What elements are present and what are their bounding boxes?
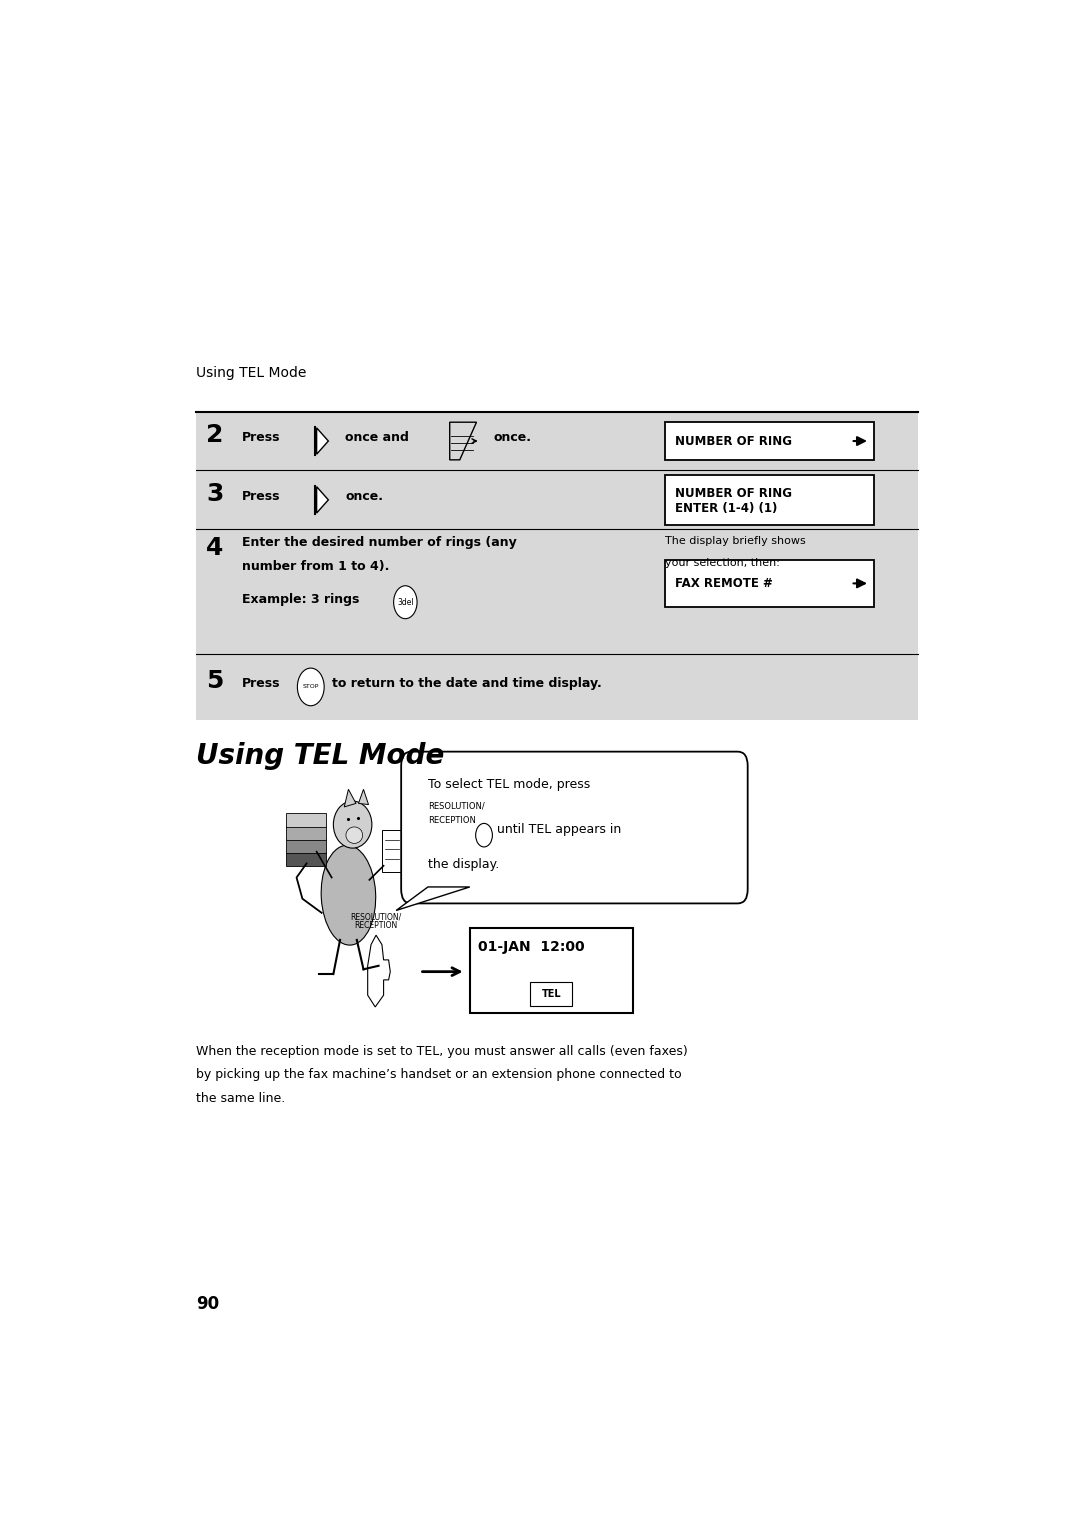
Text: the same line.: the same line. [197, 1091, 285, 1105]
Text: 5: 5 [206, 669, 224, 694]
FancyBboxPatch shape [401, 752, 747, 903]
FancyBboxPatch shape [665, 422, 874, 460]
Text: Press: Press [242, 431, 281, 445]
Text: 4: 4 [206, 536, 224, 561]
Text: until TEL appears in: until TEL appears in [498, 822, 622, 836]
FancyBboxPatch shape [530, 983, 572, 1005]
Text: Example: 3 rings: Example: 3 rings [242, 593, 360, 605]
Text: RESOLUTION/: RESOLUTION/ [350, 912, 402, 921]
FancyBboxPatch shape [665, 475, 874, 524]
Polygon shape [316, 428, 328, 454]
Text: Press: Press [242, 677, 281, 691]
Text: your selection, then:: your selection, then: [665, 558, 780, 567]
Text: TEL: TEL [541, 989, 562, 999]
Ellipse shape [346, 827, 363, 843]
Ellipse shape [334, 801, 372, 848]
Circle shape [393, 585, 417, 619]
Text: RECEPTION: RECEPTION [354, 921, 397, 931]
Text: 3: 3 [206, 481, 224, 506]
Polygon shape [367, 935, 390, 1007]
Text: once.: once. [346, 490, 383, 503]
FancyBboxPatch shape [285, 825, 326, 840]
FancyBboxPatch shape [285, 851, 326, 866]
Text: FAX REMOTE #: FAX REMOTE # [675, 578, 772, 590]
Text: 01-JAN  12:00: 01-JAN 12:00 [478, 940, 584, 953]
Text: When the reception mode is set to TEL, you must answer all calls (even faxes): When the reception mode is set to TEL, y… [197, 1045, 688, 1057]
Text: Using TEL Mode: Using TEL Mode [197, 743, 445, 770]
Text: The display briefly shows: The display briefly shows [665, 536, 806, 547]
Text: RECEPTION: RECEPTION [428, 816, 476, 825]
Text: Press: Press [242, 490, 281, 503]
FancyBboxPatch shape [197, 411, 918, 720]
Text: 90: 90 [197, 1296, 219, 1313]
Circle shape [297, 668, 324, 706]
Text: ENTER (1-4) (1): ENTER (1-4) (1) [675, 503, 778, 515]
Text: 3del: 3del [397, 597, 414, 607]
Text: 2: 2 [206, 423, 224, 448]
FancyBboxPatch shape [285, 839, 326, 853]
Polygon shape [382, 830, 403, 871]
Text: the display.: the display. [428, 857, 499, 871]
Polygon shape [316, 487, 328, 513]
Text: NUMBER OF RING: NUMBER OF RING [675, 487, 792, 500]
Text: once.: once. [494, 431, 531, 445]
Polygon shape [396, 886, 470, 911]
Text: RESOLUTION/: RESOLUTION/ [428, 801, 485, 810]
FancyBboxPatch shape [285, 813, 326, 827]
Text: STOP: STOP [302, 685, 319, 689]
Text: number from 1 to 4).: number from 1 to 4). [242, 559, 390, 573]
Ellipse shape [321, 845, 376, 946]
Text: Using TEL Mode: Using TEL Mode [197, 365, 307, 380]
Text: NUMBER OF RING: NUMBER OF RING [675, 434, 792, 448]
Polygon shape [359, 790, 368, 805]
Text: To select TEL mode, press: To select TEL mode, press [428, 778, 590, 790]
Polygon shape [345, 790, 356, 807]
Text: to return to the date and time display.: to return to the date and time display. [332, 677, 602, 691]
Circle shape [475, 824, 492, 847]
Text: once and: once and [346, 431, 409, 445]
FancyBboxPatch shape [470, 927, 633, 1013]
Text: Enter the desired number of rings (any: Enter the desired number of rings (any [242, 536, 517, 550]
FancyBboxPatch shape [665, 559, 874, 607]
Text: by picking up the fax machine’s handset or an extension phone connected to: by picking up the fax machine’s handset … [197, 1068, 681, 1082]
